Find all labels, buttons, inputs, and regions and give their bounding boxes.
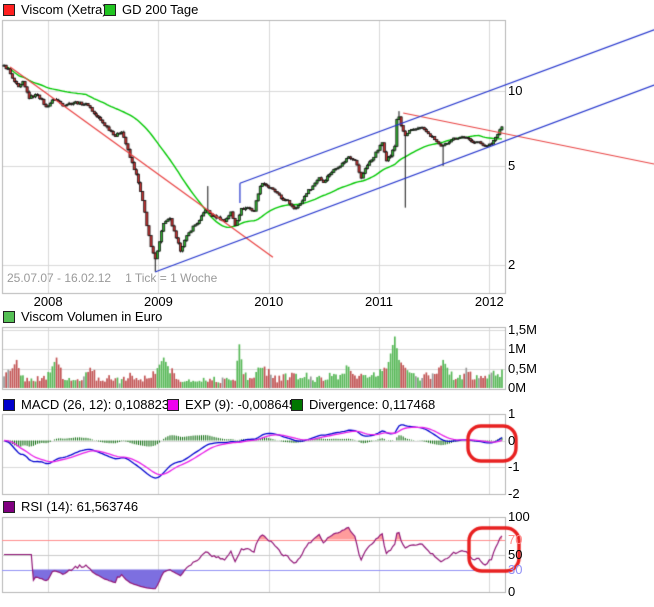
legend-macd-label: MACD (26, 12): 0,108823 xyxy=(21,397,170,412)
legend-gd200: GD 200 Tage xyxy=(104,2,198,17)
price-axis-tick: 2 xyxy=(508,257,516,273)
date-range-note: 25.07.07 - 16.02.12 1 Tick = 1 Woche xyxy=(7,271,231,285)
rsi-axis-tick: 100 xyxy=(508,509,530,524)
rsi-axis-tick: 50 xyxy=(508,546,523,562)
macd-axis-tick: 1 xyxy=(508,405,516,421)
viscom-series-swatch xyxy=(3,3,15,16)
x-axis-year-label: 2008 xyxy=(33,294,63,309)
legend-divergence: Divergence: 0,117468 xyxy=(291,397,435,412)
rsi-axis-tick: 70 xyxy=(508,531,523,547)
legend-exp-label: EXP (9): -0,008645 xyxy=(185,397,297,412)
volume-axis-tick: 0M xyxy=(508,380,527,395)
legend-viscom-label: Viscom (Xetra) xyxy=(21,2,107,17)
rsi-axis-tick: 0 xyxy=(508,584,516,599)
volume-axis-tick: 0,5M xyxy=(508,360,537,376)
x-axis-year-label: 2011 xyxy=(365,294,393,309)
legend-rsi-label: RSI (14): 61,563746 xyxy=(21,499,139,514)
price-axis-tick: 5 xyxy=(508,157,516,173)
price-axis-tick: 10 xyxy=(508,83,523,98)
macd-series-swatch xyxy=(3,398,15,411)
legend-exp: EXP (9): -0,008645 xyxy=(167,397,296,412)
legend-divergence-label: Divergence: 0,117468 xyxy=(309,397,436,412)
volume-axis-tick: 1,5M xyxy=(508,321,537,337)
volume-axis-tick: 1M xyxy=(508,341,527,356)
macd-axis-tick: -2 xyxy=(508,486,520,501)
legend-rsi: RSI (14): 61,563746 xyxy=(3,499,138,514)
macd-axis-tick: -1 xyxy=(508,459,520,475)
tick-note-label: 1 Tick = 1 Woche xyxy=(125,271,218,285)
date-range-label: 25.07.07 - 16.02.12 xyxy=(7,271,112,285)
legend-gd200-label: GD 200 Tage xyxy=(122,2,199,17)
legend-volume-label: Viscom Volumen in Euro xyxy=(21,309,163,324)
rsi-series-swatch xyxy=(3,500,15,513)
legend-volume: Viscom Volumen in Euro xyxy=(3,309,162,324)
legend-viscom: Viscom (Xetra) xyxy=(3,2,107,17)
x-axis-year-label: 2010 xyxy=(254,294,284,309)
x-axis-year-label: 2009 xyxy=(143,294,173,309)
gd200-series-swatch xyxy=(104,3,116,16)
x-axis-year-label: 2012 xyxy=(474,294,504,309)
volume-series-swatch xyxy=(3,310,15,323)
macd-axis-tick: 0 xyxy=(508,432,516,448)
divergence-series-swatch xyxy=(291,398,303,411)
exp-series-swatch xyxy=(167,398,179,411)
rsi-axis-tick: 30 xyxy=(508,561,523,577)
legend-macd: MACD (26, 12): 0,108823 xyxy=(3,397,169,412)
